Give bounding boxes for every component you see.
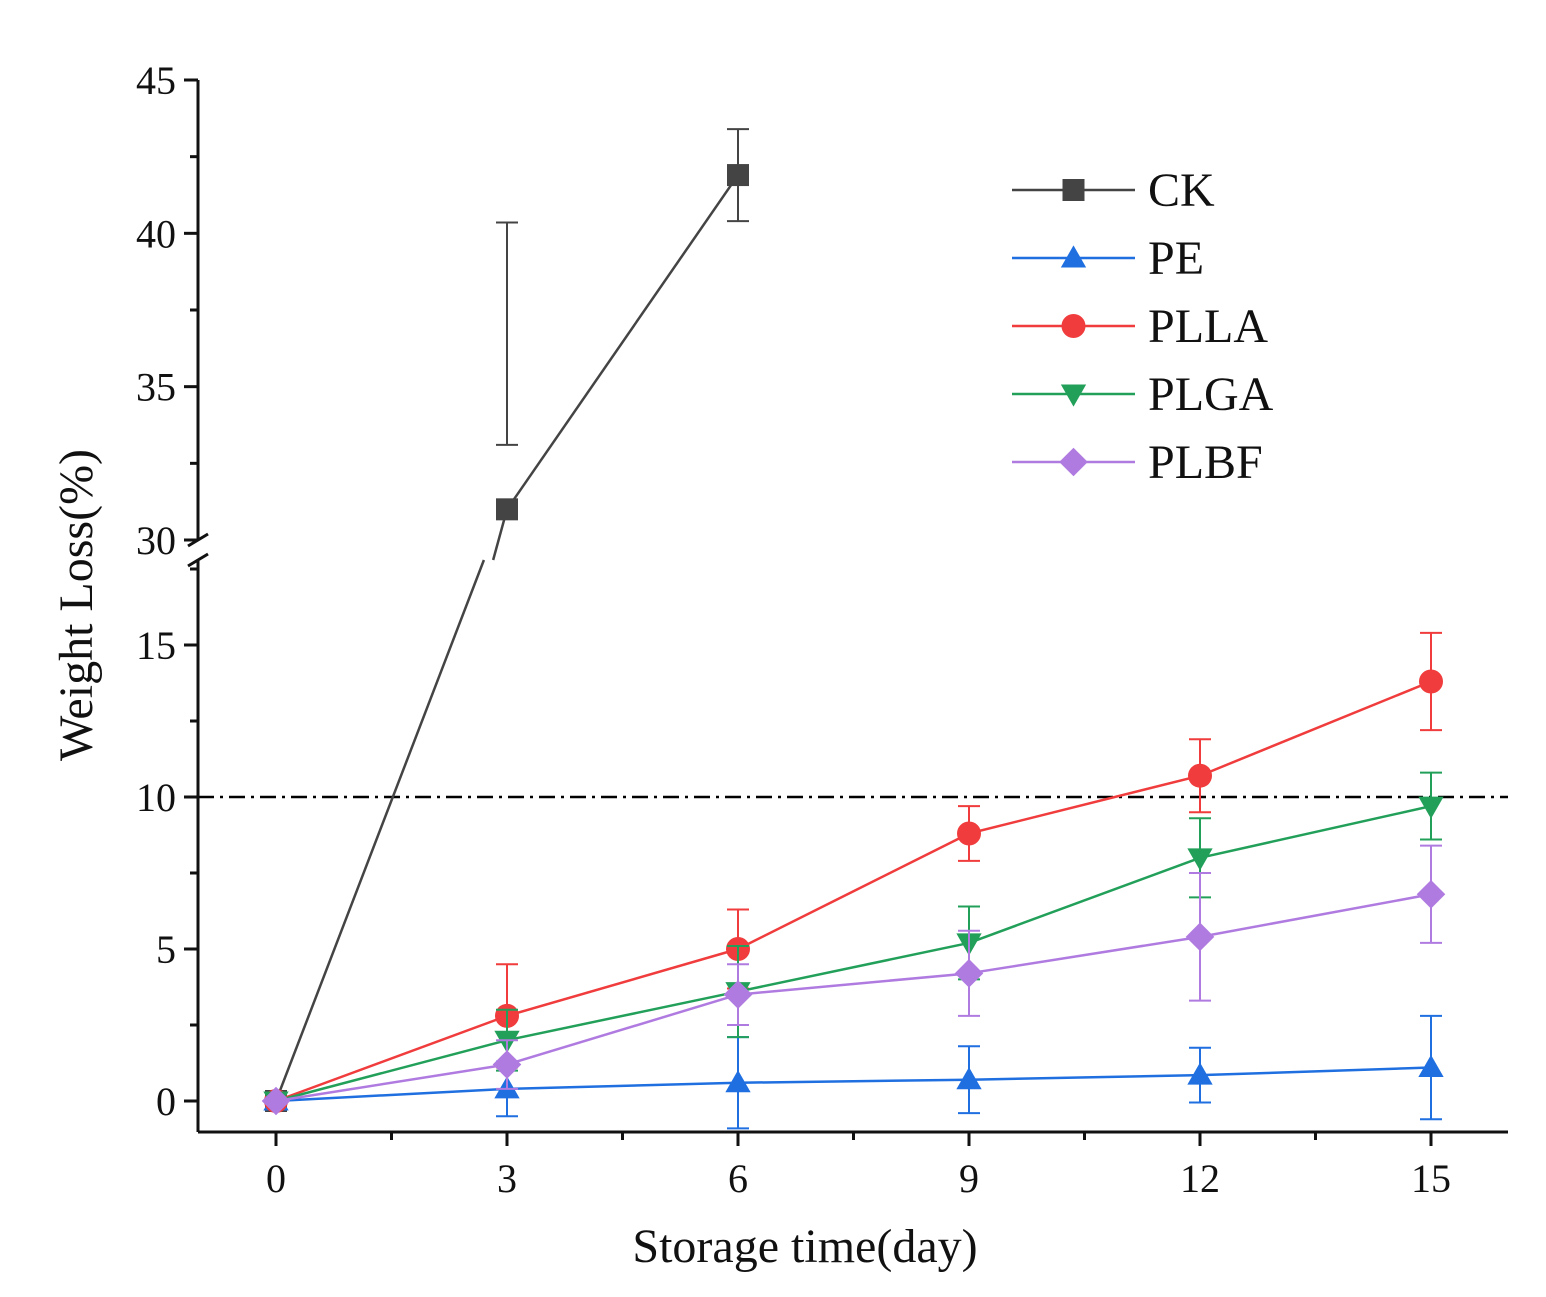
x-axis-title: Storage time(day) <box>632 1220 977 1273</box>
series-line-segment <box>274 559 486 1102</box>
series-line-segment <box>275 1038 508 1103</box>
y-tick-label: 10 <box>136 775 176 820</box>
y-tick-label: 30 <box>136 518 176 563</box>
series-line-segment <box>275 1087 508 1103</box>
legend-label-pe: PE <box>1148 232 1204 285</box>
series-line-segment <box>968 935 1201 975</box>
x-tick-label: 15 <box>1411 1156 1451 1201</box>
data-point-plbf <box>1185 922 1215 952</box>
axes-layer: 30 35 40 45 0 5 10 15 0 3 6 9 12 15 <box>136 58 1508 1201</box>
series-line-segment <box>506 1081 739 1091</box>
axis-break-mark <box>187 552 209 568</box>
legend-item-pe: PE <box>1012 232 1204 285</box>
data-point-plbf <box>954 959 984 988</box>
series-line-segment <box>737 941 970 993</box>
data-point-plla <box>1188 763 1212 788</box>
legend-label-ck: CK <box>1148 164 1215 217</box>
x-tick-label: 3 <box>497 1156 517 1201</box>
legend-marker-plbf <box>1059 447 1088 477</box>
series-line-segment <box>737 972 970 996</box>
data-point-plbf <box>1416 879 1446 909</box>
data-point-plla <box>957 821 981 846</box>
data-point-plga <box>1418 796 1444 819</box>
legend-label-plga: PLGA <box>1148 368 1274 421</box>
data-point-plbf <box>261 1086 291 1116</box>
series-line-segment <box>1199 680 1432 777</box>
series-line-segment <box>737 1078 970 1085</box>
data-point-pe <box>956 1067 982 1090</box>
y-tick-label: 45 <box>136 58 176 103</box>
legend-label-plbf: PLBF <box>1148 436 1263 489</box>
y-tick-label: 5 <box>156 927 176 972</box>
series-line-segment <box>1199 893 1432 939</box>
series-line-segment <box>968 856 1201 945</box>
data-point-plga <box>1187 848 1213 871</box>
data-point-pe <box>1418 1054 1444 1078</box>
legend-item-plla: PLLA <box>1012 300 1268 353</box>
series-line-segment <box>506 990 739 1042</box>
series-line-segment <box>968 1073 1201 1081</box>
x-tick-label: 6 <box>728 1156 748 1201</box>
series-plga <box>263 771 1444 1114</box>
series-line-segment <box>275 1063 508 1103</box>
y-axis-title: Weight Loss(%) <box>50 449 103 761</box>
x-tick-label: 9 <box>959 1156 979 1201</box>
series-plbf <box>261 844 1446 1116</box>
series-line-segment <box>1199 1066 1432 1077</box>
series-line-segment <box>275 1014 508 1103</box>
series-line-segment <box>506 947 739 1018</box>
legend-item-plga: PLGA <box>1012 368 1274 421</box>
legend-label-plla: PLLA <box>1148 300 1268 353</box>
legend-marker-ck <box>1062 179 1085 201</box>
series-line-segment <box>737 832 970 951</box>
legend-marker-plla <box>1061 314 1086 338</box>
series-line-segment <box>968 774 1201 835</box>
y-tick-label: 35 <box>136 365 176 410</box>
legend-marker-plga <box>1060 384 1087 407</box>
data-point-plbf <box>723 980 753 1009</box>
y-tick-label: 0 <box>156 1079 176 1124</box>
series-line-segment <box>1199 804 1432 860</box>
series-pe <box>263 1014 1444 1130</box>
data-point-pe <box>1187 1062 1213 1085</box>
legend-marker-pe <box>1060 245 1087 268</box>
data-point-ck <box>727 164 749 187</box>
legend: CK PE PLLA PLGA PLBF <box>1012 164 1274 489</box>
data-point-plbf <box>492 1050 522 1079</box>
series-layer <box>261 128 1446 1130</box>
data-point-pe <box>725 1070 751 1093</box>
data-point-ck <box>496 498 518 521</box>
x-tick-label: 12 <box>1180 1156 1220 1201</box>
series-line-segment <box>506 993 739 1066</box>
series-line-segment <box>505 174 740 511</box>
y-tick-label: 40 <box>136 211 176 256</box>
data-point-plla <box>1419 669 1443 694</box>
legend-item-plbf: PLBF <box>1012 436 1263 489</box>
x-tick-label: 0 <box>266 1156 286 1201</box>
series-plla <box>264 631 1443 1113</box>
legend-item-ck: CK <box>1012 164 1215 217</box>
y-tick-label: 15 <box>136 623 176 668</box>
